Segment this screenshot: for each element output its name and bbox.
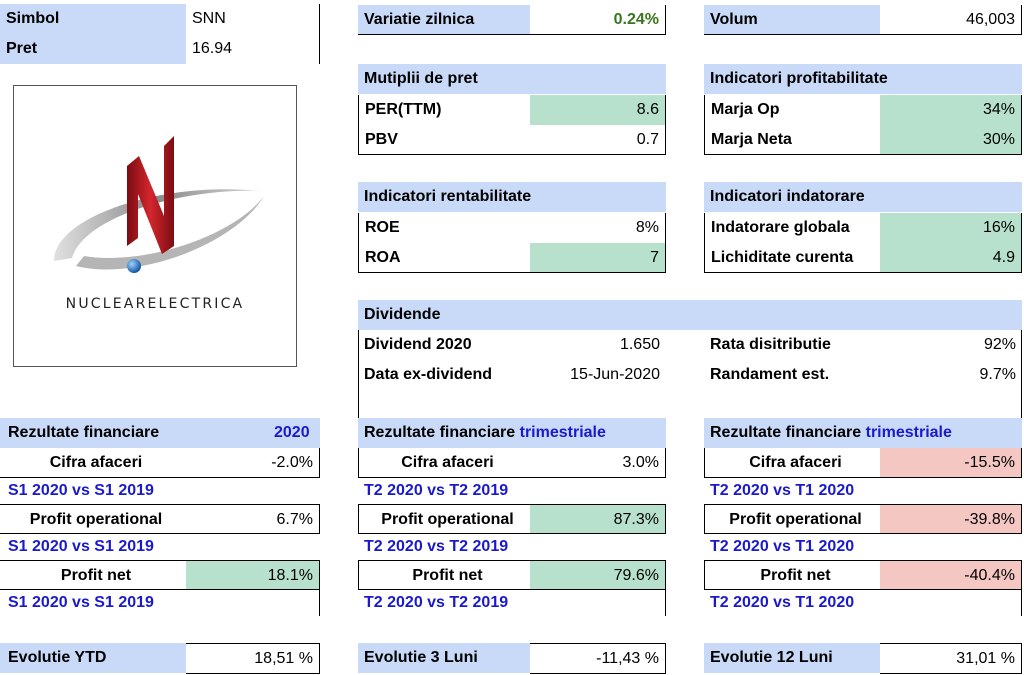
yield-value: 9.7% xyxy=(979,366,1016,383)
payout-value: 92% xyxy=(983,336,1016,353)
per-label: PER(TTM) xyxy=(358,95,530,125)
qqoq-revenue-compare: T2 2020 vs T1 2020 xyxy=(710,482,855,499)
evolution-ytd-label: Evolutie YTD xyxy=(0,643,186,673)
annual-revenue-value: -2.0% xyxy=(186,448,320,478)
qqoq-net-profit-label: Profit net xyxy=(704,560,880,590)
global-debt-value: 16% xyxy=(880,213,1022,243)
op-margin-label: Marja Op xyxy=(704,95,880,125)
qyoy-op-profit-compare: T2 2020 vs T2 2019 xyxy=(364,538,509,555)
dividend-label: Dividend 2020 xyxy=(364,336,472,353)
pbv-label: PBV xyxy=(358,125,530,155)
evolution-12m-value: 31,01 % xyxy=(880,643,1022,674)
results-q-qoq-label: Rezultate financiare xyxy=(710,424,862,441)
symbol-label: Simbol xyxy=(0,4,186,34)
results-q-qoq-period: trimestriale xyxy=(865,424,952,441)
qyoy-right-border xyxy=(665,588,666,616)
daily-change-label: Variatie zilnica xyxy=(358,5,530,35)
payout-label: Rata disitributie xyxy=(710,336,831,353)
qyoy-net-profit-value: 79.6% xyxy=(530,560,666,590)
results-annual-label: Rezultate financiare xyxy=(8,424,160,441)
evolution-3m-label: Evolutie 3 Luni xyxy=(358,643,530,673)
ex-dividend-label: Data ex-dividend xyxy=(364,366,493,383)
debt-title: Indicatori indatorare xyxy=(704,182,1022,212)
net-margin-label: Marja Neta xyxy=(704,125,880,155)
qyoy-op-profit-value: 87.3% xyxy=(530,504,666,534)
nuclearelectrica-logo-icon xyxy=(54,136,264,273)
qyoy-revenue-label: Cifra afaceri xyxy=(358,448,530,478)
symbol-value: SNN xyxy=(186,4,320,34)
results-q-yoy-period: trimestriale xyxy=(519,424,606,441)
dividends-title: Dividende xyxy=(358,300,1022,330)
dividend-value: 1.650 xyxy=(619,336,660,353)
profitability-title: Indicatori profitabilitate xyxy=(704,64,1022,94)
op-margin-value: 34% xyxy=(880,95,1022,125)
results-annual-title: Rezultate financiare 2020 xyxy=(0,418,320,448)
qqoq-revenue-value: -15.5% xyxy=(880,448,1022,478)
qyoy-net-profit-compare: T2 2020 vs T2 2019 xyxy=(364,594,509,611)
annual-net-profit-value: 18.1% xyxy=(186,560,320,590)
qqoq-right-border xyxy=(1021,588,1022,616)
evolution-3m-value: -11,43 % xyxy=(530,643,666,674)
dividends-box xyxy=(358,330,1022,420)
logo-text: NUCLEARELECTRICA xyxy=(65,296,245,312)
annual-op-profit-value: 6.7% xyxy=(186,504,320,534)
roa-label: ROA xyxy=(358,243,530,273)
ex-dividend-value: 15-Jun-2020 xyxy=(570,366,660,383)
annual-op-profit-compare: S1 2020 vs S1 2019 xyxy=(8,538,154,555)
roa-value: 7 xyxy=(530,243,666,273)
evolution-12m-label: Evolutie 12 Luni xyxy=(704,643,880,673)
multiples-title: Mutiplii de pret xyxy=(358,64,666,94)
annual-net-profit-compare: S1 2020 vs S1 2019 xyxy=(8,594,154,611)
annual-revenue-compare: S1 2020 vs S1 2019 xyxy=(8,482,154,499)
volume-value: 46,003 xyxy=(880,5,1022,35)
roe-value: 8% xyxy=(530,213,666,243)
qqoq-net-profit-value: -40.4% xyxy=(880,560,1022,590)
current-liquidity-label: Lichiditate curenta xyxy=(704,243,880,273)
qqoq-revenue-label: Cifra afaceri xyxy=(704,448,880,478)
results-q-yoy-title: Rezultate financiare trimestriale xyxy=(358,418,666,448)
qyoy-revenue-compare: T2 2020 vs T2 2019 xyxy=(364,482,509,499)
evolution-ytd-value: 18,51 % xyxy=(186,643,320,674)
daily-change-value: 0.24% xyxy=(530,5,666,35)
volume-label: Volum xyxy=(704,5,880,35)
global-debt-label: Indatorare globala xyxy=(704,213,880,243)
results-q-yoy-label: Rezultate financiare xyxy=(364,424,516,441)
roe-label: ROE xyxy=(358,213,530,243)
price-label: Pret xyxy=(0,34,186,64)
annual-revenue-label: Cifra afaceri xyxy=(0,448,186,478)
annual-op-profit-label: Profit operational xyxy=(0,504,186,534)
pbv-value: 0.7 xyxy=(530,125,666,155)
qqoq-op-profit-compare: T2 2020 vs T1 2020 xyxy=(710,538,855,555)
results-q-qoq-title: Rezultate financiare trimestriale xyxy=(704,418,1022,448)
current-liquidity-value: 4.9 xyxy=(880,243,1022,273)
results-annual-period: 2020 xyxy=(274,424,310,441)
price-value: 16.94 xyxy=(186,34,320,64)
qyoy-net-profit-label: Profit net xyxy=(358,560,530,590)
net-margin-value: 30% xyxy=(880,125,1022,155)
qyoy-op-profit-label: Profit operational xyxy=(358,504,530,534)
qqoq-net-profit-compare: T2 2020 vs T1 2020 xyxy=(710,594,855,611)
qyoy-revenue-value: 3.0% xyxy=(530,448,666,478)
yield-label: Randament est. xyxy=(710,366,830,383)
qqoq-op-profit-value: -39.8% xyxy=(880,504,1022,534)
qqoq-op-profit-label: Profit operational xyxy=(704,504,880,534)
company-logo: NUCLEARELECTRICA xyxy=(13,85,297,367)
returns-title: Indicatori rentabilitate xyxy=(358,182,666,212)
per-value: 8.6 xyxy=(530,95,666,125)
annual-right-border xyxy=(319,588,320,616)
annual-net-profit-label: Profit net xyxy=(0,560,186,590)
